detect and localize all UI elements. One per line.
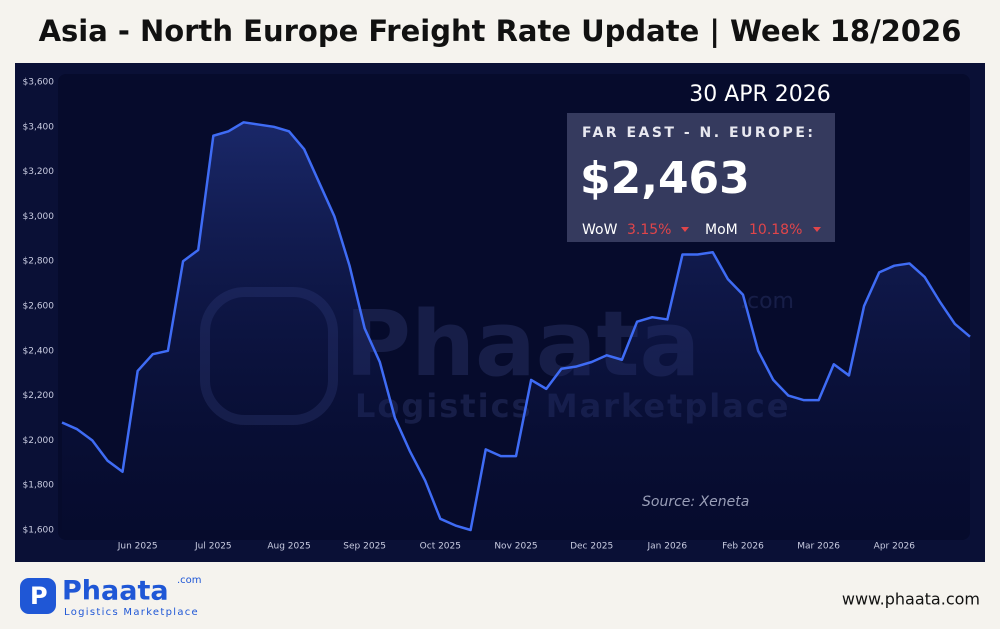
x-tick-label: Mar 2026 [797,542,840,552]
y-tick-label: $3,200 [23,167,55,177]
y-tick-label: $2,200 [23,391,55,401]
y-tick-label: $1,800 [23,481,55,491]
line-area [62,122,970,530]
y-tick-label: $2,400 [23,346,55,356]
chart-title: Asia - North Europe Freight Rate Update … [39,14,962,48]
x-tick-label: Jul 2025 [194,542,232,552]
wow-value: 3.15% [627,222,671,238]
x-tick-label: Nov 2025 [494,542,537,552]
y-tick-label: $2,000 [23,436,55,446]
date-label: 30 APR 2026 [689,82,831,107]
x-tick-label: Dec 2025 [570,542,613,552]
callout-price: $2,463 [580,153,750,204]
x-tick-label: Apr 2026 [874,542,916,552]
callout-route: FAR EAST - N. EUROPE: [582,125,815,141]
y-tick-label: $3,000 [23,212,55,222]
mom-label: MoM [705,222,738,238]
line [61,121,971,532]
x-tick-label: Oct 2025 [420,542,461,552]
callout-box [567,113,835,242]
mom-value: 10.18% [749,222,802,238]
x-tick-label: Feb 2026 [722,542,764,552]
x-tick-label: Aug 2025 [267,542,310,552]
x-tick-label: Jan 2026 [647,542,688,552]
x-tick-label: Jun 2025 [117,542,158,552]
source-note: Source: Xeneta [642,494,749,510]
wow-label: WoW [582,222,618,238]
logo-domain: .com [177,575,202,586]
down-arrow [813,227,821,232]
logo-name: Phaata [62,576,169,607]
y-tick-label: $2,800 [23,257,55,267]
y-tick-label: $2,600 [23,302,55,312]
logo-icon-letter: P [30,582,48,610]
down-arrow [681,227,689,232]
logo-tagline: Logistics Marketplace [64,607,199,618]
watermark-domain: .com [740,289,794,314]
website: www.phaata.com [842,590,980,609]
y-tick-label: $3,600 [23,78,55,88]
logo-icon [20,578,56,614]
x-tick-label: Sep 2025 [343,542,386,552]
y-tick-label: $1,600 [23,526,55,536]
y-tick-label: $3,400 [23,122,55,132]
